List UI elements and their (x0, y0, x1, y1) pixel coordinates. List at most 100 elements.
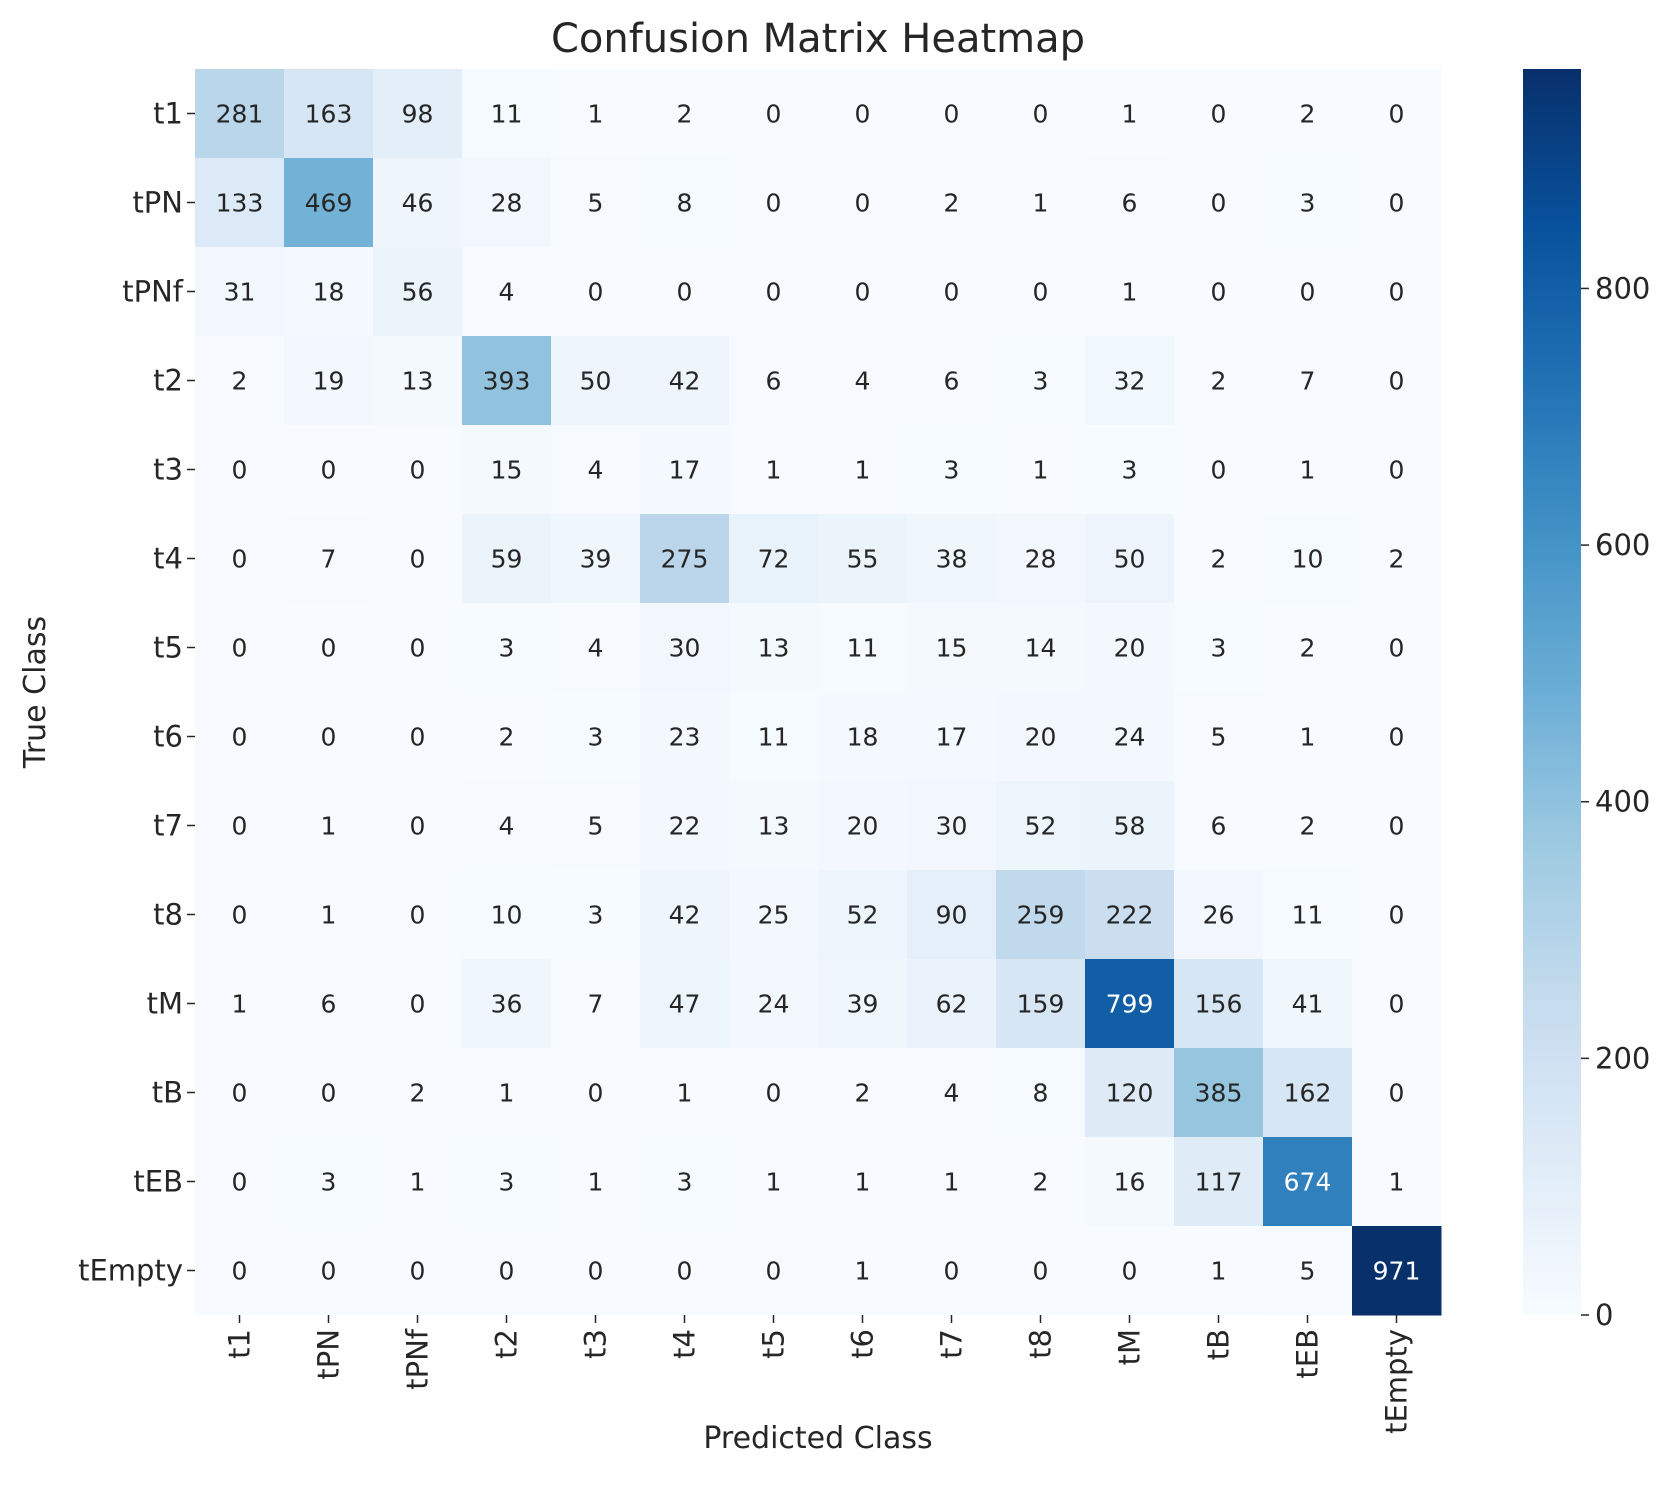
cell-value-label: 1 (1211, 1257, 1227, 1286)
heatmap-cell (1263, 247, 1353, 337)
heatmap-cell (1352, 1048, 1442, 1138)
heatmap-cell (907, 603, 997, 693)
heatmap-cell (1085, 69, 1175, 159)
heatmap-cell (996, 692, 1086, 782)
heatmap-cell (996, 158, 1086, 248)
cell-value-label: 28 (1025, 545, 1057, 574)
heatmap-cell (729, 247, 819, 337)
heatmap-cell (729, 603, 819, 693)
cell-value-label: 0 (855, 100, 871, 129)
heatmap-cell (1263, 870, 1353, 960)
heatmap-cell (1352, 425, 1442, 515)
x-tick-label: t3 (579, 1329, 613, 1359)
y-tick-label: t4 (153, 542, 183, 576)
heatmap-cell (462, 692, 552, 782)
heatmap-cell (1352, 870, 1442, 960)
cell-value-label: 0 (588, 278, 604, 307)
cell-value-label: 0 (232, 1168, 248, 1197)
heatmap-cell (1263, 336, 1353, 426)
cell-value-label: 1 (1033, 189, 1049, 218)
cell-value-label: 222 (1106, 901, 1154, 930)
cell-value-label: 163 (305, 100, 353, 129)
cell-value-label: 11 (847, 634, 879, 663)
heatmap-cell (640, 514, 730, 604)
heatmap-cell (1085, 1226, 1175, 1316)
cell-value-label: 19 (313, 367, 345, 396)
heatmap-cell (818, 603, 908, 693)
heatmap-cell (284, 781, 374, 871)
cell-value-label: 0 (1211, 278, 1227, 307)
heatmap-cell (1352, 959, 1442, 1049)
cell-value-label: 0 (677, 278, 693, 307)
y-tick-label: tEB (133, 1165, 183, 1199)
heatmap-cell (996, 247, 1086, 337)
cell-value-label: 8 (677, 189, 693, 218)
heatmap-cell (373, 514, 463, 604)
cell-value-label: 7 (1300, 367, 1316, 396)
cell-value-label: 3 (499, 1168, 515, 1197)
heatmap-cell (907, 69, 997, 159)
heatmap-cell (373, 425, 463, 515)
cell-value-label: 4 (944, 1079, 960, 1108)
heatmap-cell (284, 1137, 374, 1227)
heatmap-cell (1263, 959, 1353, 1049)
colorbar-tick-label: 200 (1595, 1041, 1650, 1075)
cell-value-label: 42 (669, 901, 701, 930)
cell-value-label: 72 (758, 545, 790, 574)
heatmap-cell (907, 336, 997, 426)
cell-value-label: 0 (677, 1257, 693, 1286)
cell-value-label: 4 (499, 278, 515, 307)
cell-value-label: 14 (1025, 634, 1057, 663)
heatmap-cell (195, 603, 285, 693)
cell-value-label: 90 (936, 901, 968, 930)
cell-value-label: 10 (491, 901, 523, 930)
cell-value-label: 1 (766, 1168, 782, 1197)
cell-value-label: 0 (410, 1257, 426, 1286)
heatmap-cell (640, 692, 730, 782)
cell-value-label: 159 (1017, 990, 1065, 1019)
cell-value-label: 0 (1389, 367, 1405, 396)
cell-value-label: 0 (766, 1257, 782, 1286)
cell-value-label: 1 (499, 1079, 515, 1108)
cell-value-label: 0 (1389, 189, 1405, 218)
y-tick-label: tPNf (122, 275, 184, 309)
cell-value-label: 1 (855, 1257, 871, 1286)
cell-value-label: 1 (855, 1168, 871, 1197)
cell-value-label: 41 (1292, 990, 1324, 1019)
heatmap-cell (640, 959, 730, 1049)
heatmap-cell (284, 959, 374, 1049)
cell-value-label: 275 (661, 545, 709, 574)
heatmap-cell (551, 69, 641, 159)
cell-value-label: 7 (321, 545, 337, 574)
heatmap-cell (195, 870, 285, 960)
heatmap-cell (373, 158, 463, 248)
heatmap-cell (551, 781, 641, 871)
cell-value-label: 2 (499, 723, 515, 752)
cell-value-label: 0 (1389, 812, 1405, 841)
heatmap-cell (996, 514, 1086, 604)
heatmap-cell (729, 692, 819, 782)
cell-value-label: 0 (944, 278, 960, 307)
cell-value-label: 2 (677, 100, 693, 129)
heatmap-cell (551, 1226, 641, 1316)
heatmap-cell (907, 959, 997, 1049)
cell-value-label: 42 (669, 367, 701, 396)
cell-value-label: 2 (410, 1079, 426, 1108)
heatmap-cell (996, 1137, 1086, 1227)
heatmap-cell (729, 158, 819, 248)
x-tick-label: t1 (223, 1329, 257, 1359)
heatmap-cell (640, 1137, 730, 1227)
heatmap-cell (1263, 603, 1353, 693)
heatmap-cell (1263, 1137, 1353, 1227)
heatmap-cell (1174, 781, 1264, 871)
cell-value-label: 2 (1033, 1168, 1049, 1197)
cell-value-label: 11 (1292, 901, 1324, 930)
heatmap-cell (640, 870, 730, 960)
cell-value-label: 20 (847, 812, 879, 841)
heatmap-cell (1263, 692, 1353, 782)
heatmap-cell (1174, 1226, 1264, 1316)
heatmap-cell (462, 425, 552, 515)
heatmap-cell (996, 959, 1086, 1049)
heatmap-cell (284, 336, 374, 426)
heatmap-cell (907, 781, 997, 871)
